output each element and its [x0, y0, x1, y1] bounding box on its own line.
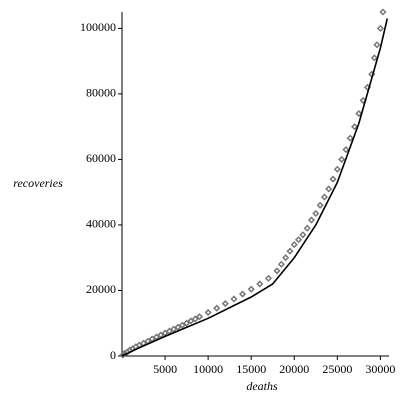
data-point [295, 236, 303, 244]
x-tick-label: 25000 [322, 362, 352, 376]
y-tick-label: 80000 [86, 86, 116, 100]
data-point [239, 290, 247, 298]
y-tick-label: 20000 [86, 282, 116, 296]
data-point [316, 201, 324, 209]
data-point [368, 70, 376, 78]
data-point [338, 155, 346, 163]
data-point [282, 254, 290, 262]
y-tick-label: 60000 [86, 151, 116, 165]
data-point [342, 146, 350, 154]
data-point [161, 329, 169, 337]
data-point [370, 54, 378, 62]
data-point [139, 339, 148, 347]
data-point [230, 295, 238, 303]
data-point [191, 315, 199, 323]
data-point [256, 280, 264, 288]
x-tick-label: 20000 [279, 362, 309, 376]
data-point [152, 333, 161, 341]
data-point [277, 260, 285, 268]
data-point [213, 304, 221, 312]
x-tick-label: 5000 [153, 362, 177, 376]
data-point [290, 241, 298, 249]
data-point [126, 346, 134, 354]
x-axis-label: deaths [246, 379, 278, 393]
data-point [187, 317, 195, 325]
data-point [379, 8, 387, 16]
data-point [204, 308, 212, 316]
y-tick-label: 100000 [80, 20, 116, 34]
data-point [320, 193, 328, 201]
data-point [165, 327, 173, 335]
data-point [174, 323, 182, 331]
data-point [148, 335, 156, 343]
x-tick-label: 30000 [365, 362, 395, 376]
data-point [299, 231, 307, 239]
data-point [312, 209, 320, 218]
data-point [157, 331, 165, 339]
data-point [135, 341, 143, 349]
data-point [273, 267, 281, 275]
data-point [307, 216, 316, 224]
data-point [373, 41, 381, 49]
data-point [333, 165, 341, 173]
data-point [329, 175, 337, 183]
data-point [376, 24, 384, 32]
x-tick-label: 10000 [193, 362, 223, 376]
fit-curve [121, 18, 389, 357]
data-point [170, 325, 178, 333]
data-point [303, 224, 311, 232]
y-axis-label: recoveries [13, 176, 63, 190]
x-tick-label: 15000 [236, 362, 266, 376]
data-point [325, 185, 333, 193]
data-point [247, 285, 255, 293]
data-point [286, 247, 294, 255]
data-point [264, 274, 272, 282]
y-tick-label: 40000 [86, 217, 116, 231]
data-point [221, 300, 229, 308]
data-point [178, 321, 186, 329]
data-point [183, 319, 191, 327]
data-point [195, 313, 204, 321]
data-point [144, 337, 152, 345]
y-tick-label: 0 [110, 348, 116, 362]
